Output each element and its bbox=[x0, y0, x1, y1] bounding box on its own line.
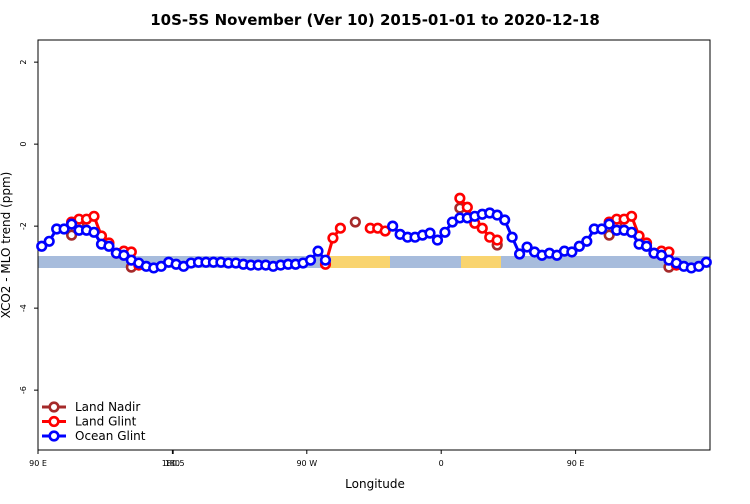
data-point bbox=[603, 229, 615, 241]
data-point bbox=[334, 222, 347, 234]
x-tick-label: 90 E bbox=[567, 459, 585, 468]
data-point bbox=[513, 248, 526, 260]
data-point bbox=[65, 218, 78, 230]
data-point bbox=[58, 223, 70, 235]
x-tick-label: 0 bbox=[439, 459, 444, 468]
legend-marker bbox=[48, 430, 60, 442]
data-point bbox=[88, 210, 100, 222]
legend-marker bbox=[48, 415, 60, 428]
data-point bbox=[312, 245, 324, 257]
data-point bbox=[461, 201, 473, 213]
data-point bbox=[43, 235, 55, 247]
chart-title: 10S-5S November (Ver 10) 2015-01-01 to 2… bbox=[150, 11, 600, 29]
y-axis-label: XCO2 - MLO trend (ppm) bbox=[0, 172, 13, 319]
x-tick-label: 180 bbox=[165, 459, 180, 468]
land-band bbox=[461, 256, 501, 268]
data-point bbox=[596, 223, 608, 235]
data-point bbox=[700, 256, 712, 268]
data-point bbox=[431, 234, 444, 246]
data-point bbox=[625, 226, 638, 238]
data-point bbox=[506, 231, 518, 243]
land-band bbox=[326, 256, 390, 268]
y-tick-label: -2 bbox=[19, 222, 28, 230]
data-point bbox=[36, 240, 48, 252]
data-point bbox=[327, 232, 339, 244]
y-tick-label: -6 bbox=[19, 386, 28, 394]
data-point bbox=[424, 227, 436, 239]
data-point bbox=[103, 240, 115, 252]
data-point bbox=[88, 226, 100, 238]
data-point bbox=[655, 249, 668, 261]
x-tick-label: 90 E bbox=[29, 459, 47, 468]
legend-label: Ocean Glint bbox=[75, 429, 146, 443]
data-point bbox=[118, 249, 130, 261]
data-point bbox=[379, 225, 391, 237]
data-point bbox=[566, 246, 578, 258]
data-point bbox=[521, 241, 533, 253]
data-point bbox=[640, 240, 653, 252]
data-point bbox=[349, 216, 361, 228]
data-point bbox=[491, 234, 503, 246]
x-tick-label: 90 W bbox=[296, 459, 317, 468]
legend-label: Land Nadir bbox=[75, 400, 140, 414]
data-point bbox=[387, 220, 399, 232]
data-point bbox=[439, 226, 451, 238]
y-tick-label: 0 bbox=[19, 142, 28, 147]
data-point bbox=[625, 210, 638, 222]
legend-label: Land Glint bbox=[75, 415, 137, 429]
data-point bbox=[65, 229, 78, 241]
x-axis-label: Longitude bbox=[345, 477, 405, 491]
x-tick-label: 180.5 bbox=[162, 459, 185, 468]
data-point bbox=[499, 214, 511, 226]
y-tick-label: 2 bbox=[19, 60, 28, 65]
data-point bbox=[304, 254, 317, 266]
data-point bbox=[581, 235, 593, 247]
data-point bbox=[573, 240, 585, 252]
data-point bbox=[319, 254, 332, 266]
data-point bbox=[491, 209, 503, 221]
data-point bbox=[603, 218, 615, 230]
data-point bbox=[476, 222, 488, 234]
legend-marker bbox=[48, 401, 60, 413]
y-tick-label: -4 bbox=[19, 304, 28, 312]
data-point bbox=[454, 192, 466, 204]
series bbox=[36, 207, 712, 274]
